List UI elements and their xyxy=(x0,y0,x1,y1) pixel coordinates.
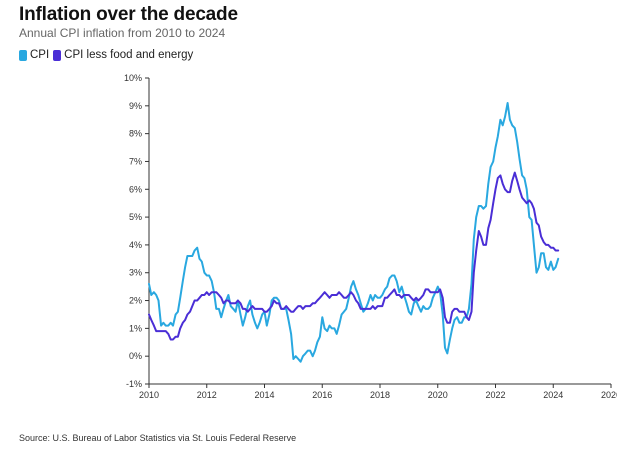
x-tick-label: 2018 xyxy=(370,390,390,400)
y-tick-label: 3% xyxy=(129,268,142,278)
y-tick-label: 2% xyxy=(129,296,142,306)
x-tick-label: 2020 xyxy=(428,390,448,400)
x-tick-label: 2022 xyxy=(485,390,505,400)
x-tick-label: 2024 xyxy=(543,390,563,400)
y-tick-label: 9% xyxy=(129,101,142,111)
y-tick-label: 8% xyxy=(129,129,142,139)
x-tick-label: 2012 xyxy=(197,390,217,400)
chart-title: Inflation over the decade xyxy=(19,4,238,25)
y-tick-label: 4% xyxy=(129,240,142,250)
x-tick-label: 2016 xyxy=(312,390,332,400)
y-tick-label: 10% xyxy=(124,73,142,83)
x-tick-label: 2014 xyxy=(254,390,274,400)
core-cpi-series-line xyxy=(148,171,560,341)
series-lines xyxy=(148,102,560,363)
source-note: Source: U.S. Bureau of Labor Statistics … xyxy=(19,433,297,443)
y-tick-label: -1% xyxy=(126,379,142,389)
legend-item-core-cpi[interactable]: CPI less food and energy xyxy=(53,49,193,61)
y-tick-label: 6% xyxy=(129,184,142,194)
legend-item-cpi[interactable]: CPI xyxy=(19,49,49,61)
legend-label-core-cpi: CPI less food and energy xyxy=(64,49,194,61)
x-tick-label: 2010 xyxy=(139,390,159,400)
y-tick-label: 0% xyxy=(129,351,142,361)
axes: -1% 0% 1% 2% 3% 4% 5% 6% 7% 8% 9% 10% 2010 2012 2014 20… xyxy=(124,73,617,400)
chart-subtitle: Annual CPI inflation from 2010 to 2024 xyxy=(19,26,226,40)
y-tick-label: 7% xyxy=(129,156,142,166)
legend-swatch-core-cpi xyxy=(53,49,62,61)
legend-label-cpi: CPI xyxy=(30,49,50,61)
x-tick-label: 2026 xyxy=(601,390,617,400)
legend-swatch-cpi xyxy=(19,49,27,61)
cpi-series-line xyxy=(148,102,560,363)
y-tick-label: 1% xyxy=(129,323,142,333)
legend: CPI CPI less food and energy xyxy=(19,49,197,61)
y-tick-label: 5% xyxy=(129,212,142,222)
